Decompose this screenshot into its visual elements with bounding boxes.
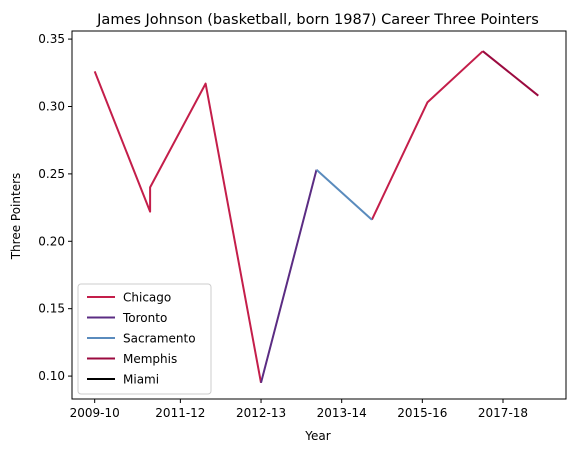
x-tick-label: 2012-13 xyxy=(236,406,286,420)
plot-frame xyxy=(71,30,567,400)
legend-box xyxy=(77,283,212,395)
y-tick-label: 0.20 xyxy=(38,234,65,248)
y-tick-label: 0.30 xyxy=(38,99,65,113)
x-tick-label: 2017-18 xyxy=(478,406,528,420)
legend-label: Miami xyxy=(123,373,159,387)
x-axis-label: Year xyxy=(304,429,330,443)
y-axis: 0.10 0.15 0.20 0.25 0.30 0.35 xyxy=(38,32,72,383)
x-tick-label: 2015-16 xyxy=(397,406,447,420)
series-line-sacramento xyxy=(315,169,373,221)
x-tick-label: 2009-10 xyxy=(70,406,120,420)
x-axis: 2009-10 2011-12 2012-13 2013-14 2015-16 2017-… xyxy=(70,399,528,420)
y-tick-label: 0.25 xyxy=(38,167,65,181)
y-tick-label: 0.10 xyxy=(38,369,65,383)
legend-label: Sacramento xyxy=(123,332,196,346)
y-tick-label: 0.15 xyxy=(38,302,65,316)
legend: Chicago Toronto Sacramento Memphis Miami xyxy=(77,283,212,395)
plot-area xyxy=(71,30,567,400)
legend-label: Chicago xyxy=(123,291,171,305)
series-line-memphis xyxy=(482,50,539,97)
y-tick-label: 0.35 xyxy=(38,32,65,46)
series-line-extra-0 xyxy=(370,50,484,221)
x-tick-label: 2013-14 xyxy=(317,406,367,420)
series-line-chicago xyxy=(93,71,262,383)
y-axis-label: Three Pointers xyxy=(9,173,23,261)
x-tick-label: 2011-12 xyxy=(155,406,205,420)
legend-label: Toronto xyxy=(122,311,167,325)
chart-title: James Johnson (basketball, born 1987) Ca… xyxy=(96,12,539,28)
legend-label: Memphis xyxy=(123,352,177,366)
series-line-toronto xyxy=(260,169,318,384)
